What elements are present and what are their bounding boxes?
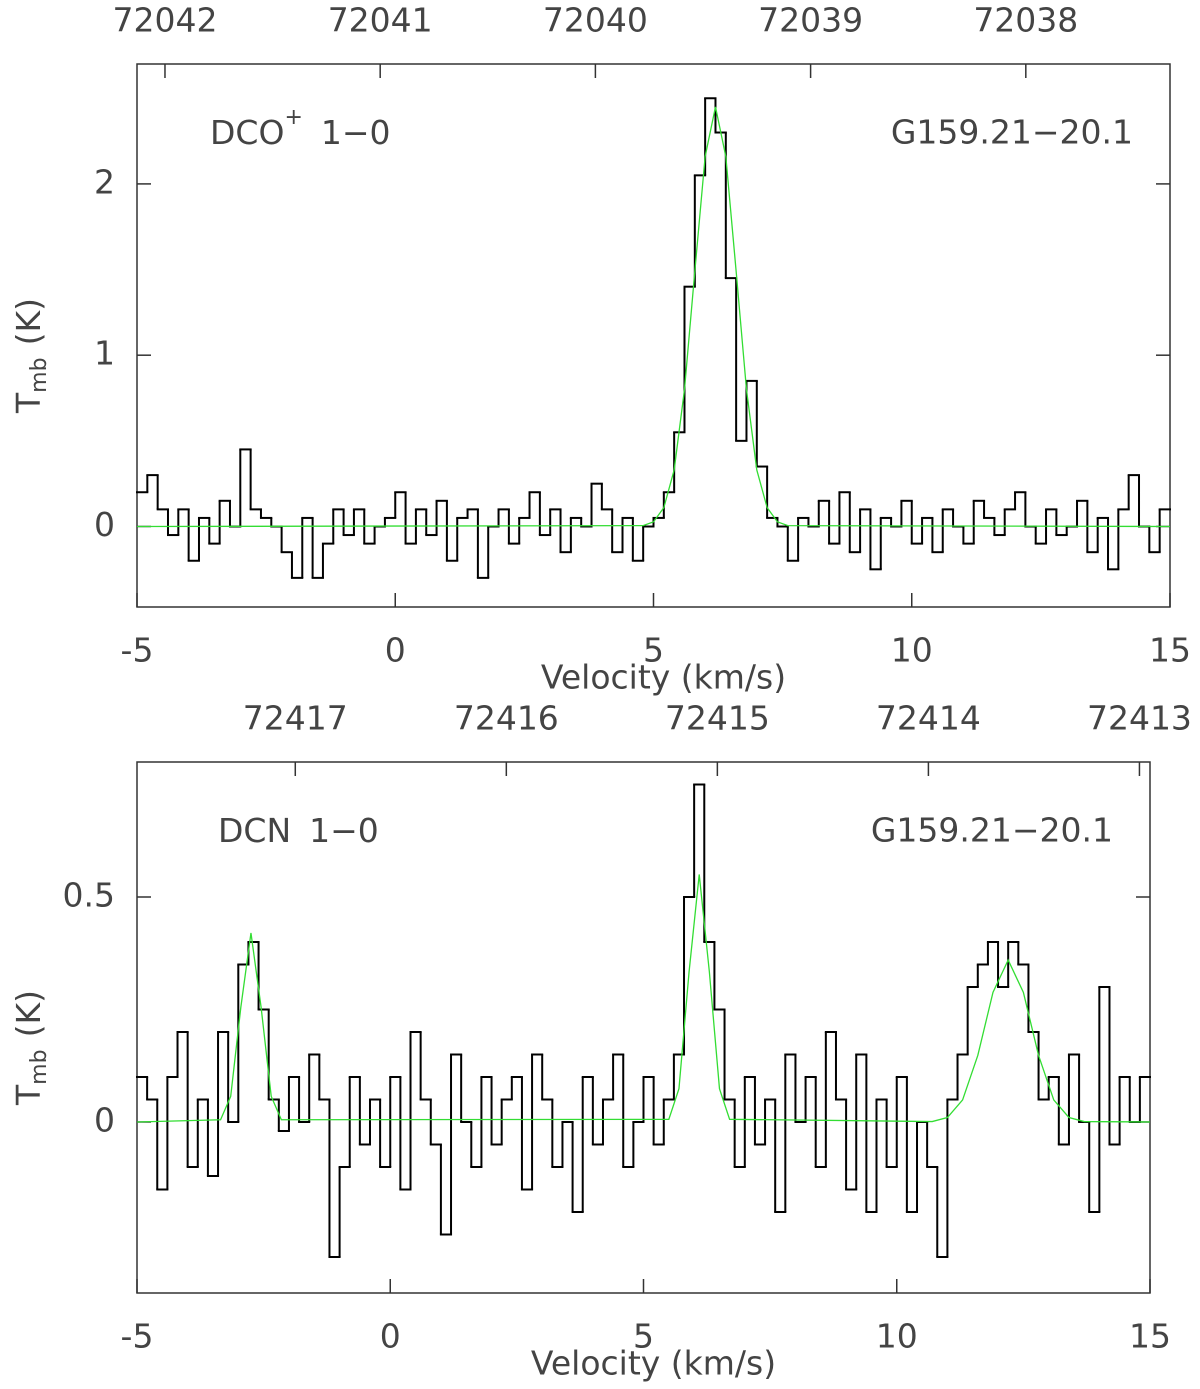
y-label-subscript: mb xyxy=(27,1049,52,1084)
source-annotation: G159.21−20.1 xyxy=(871,811,1113,850)
x-tick-label: 10 xyxy=(891,631,933,670)
y-axis-label: Tmb (K) xyxy=(9,298,53,414)
x-tick-label: -5 xyxy=(121,1317,154,1356)
molecule: DCN xyxy=(218,811,291,850)
source-annotation: G159.21−20.1 xyxy=(891,113,1133,152)
y-label-unit: (K) xyxy=(9,990,48,1037)
x-tick-label: 5 xyxy=(643,631,664,670)
x-tick-label: 0 xyxy=(380,1317,401,1356)
x-tick-label: 0 xyxy=(385,631,406,670)
x2-tick-label: 72038 xyxy=(973,1,1078,40)
x2-tick-label: 72414 xyxy=(876,699,981,738)
transition: 1−0 xyxy=(309,811,379,850)
line-annotation: DCN 1−0 xyxy=(218,811,379,850)
spectrum-risers xyxy=(146,784,1141,1257)
transition: 1−0 xyxy=(321,113,391,152)
x-tick-label: 10 xyxy=(876,1317,918,1356)
x-tick-label: -5 xyxy=(121,631,154,670)
x2-tick-label: 72415 xyxy=(665,699,770,738)
line-annotation: DCO+ 1−0 xyxy=(210,105,391,152)
x2-tick-label: 72040 xyxy=(543,1,648,40)
molecule-charge: + xyxy=(284,105,302,130)
x2-tick-label: 72041 xyxy=(328,1,433,40)
x2-tick-label: 72042 xyxy=(112,1,217,40)
y-tick-label: 0 xyxy=(94,1101,115,1140)
x2-tick-label: 72039 xyxy=(758,1,863,40)
gaussian-fit xyxy=(136,874,1151,1123)
y-label-symbol: T xyxy=(9,1084,48,1106)
x-axis-label: Velocity (km/s) xyxy=(531,1344,776,1383)
y-tick-label: 1 xyxy=(94,334,115,373)
x2-tick-label: 72413 xyxy=(1087,699,1192,738)
molecule: DCO xyxy=(210,113,284,152)
y-label-unit: (K) xyxy=(9,298,48,345)
x2-tick-label: 72416 xyxy=(454,699,559,738)
x-tick-label: 15 xyxy=(1149,631,1191,670)
y-label-symbol: T xyxy=(9,392,48,414)
spectrum-risers xyxy=(146,98,1161,578)
y-tick-label: 0 xyxy=(94,505,115,544)
gaussian-fit xyxy=(136,106,1171,528)
x-tick-label: 5 xyxy=(633,1317,654,1356)
y-tick-label: 0.5 xyxy=(63,876,115,915)
y-label-subscript: mb xyxy=(27,357,52,392)
x-axis-label: Velocity (km/s) xyxy=(541,658,786,697)
y-tick-label: 2 xyxy=(94,162,115,201)
y-axis-label: Tmb (K) xyxy=(9,990,53,1106)
x2-tick-label: 72417 xyxy=(243,699,348,738)
x-tick-label: 15 xyxy=(1129,1317,1171,1356)
